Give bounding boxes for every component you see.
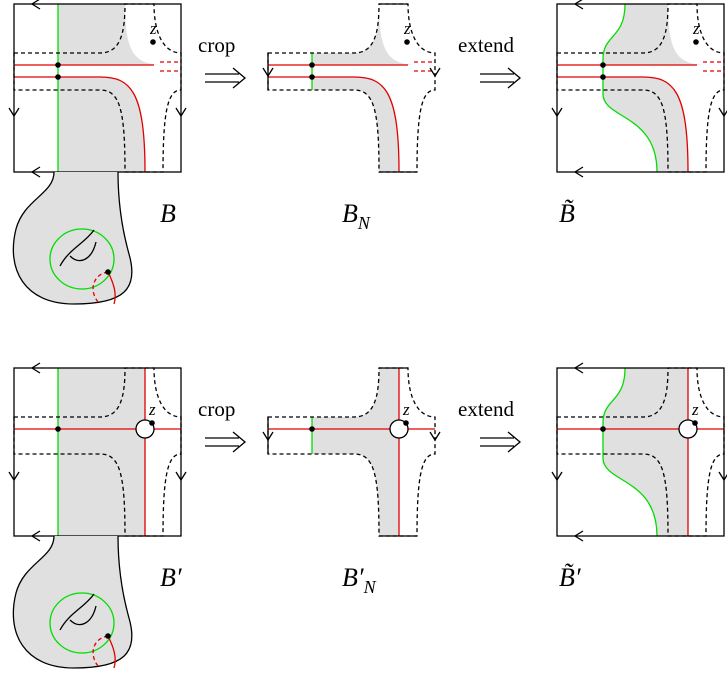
surface bbox=[13, 172, 132, 304]
point bbox=[692, 420, 698, 426]
gray-region bbox=[58, 4, 165, 65]
point bbox=[309, 426, 315, 432]
panel-label: B̃ bbox=[559, 199, 575, 228]
tube bbox=[13, 536, 132, 668]
surface bbox=[13, 536, 132, 668]
point bbox=[693, 39, 699, 45]
point bbox=[600, 62, 606, 68]
panel-label: B′ bbox=[160, 563, 182, 592]
panel: z B′ bbox=[9, 363, 186, 668]
operation-label: crop bbox=[198, 397, 235, 421]
point bbox=[403, 420, 409, 426]
panel-content bbox=[14, 368, 181, 536]
point bbox=[149, 420, 155, 426]
gray-region bbox=[58, 368, 145, 536]
gray-region bbox=[603, 368, 688, 536]
panel: z BN bbox=[263, 4, 440, 233]
panel: z B̃ bbox=[552, 0, 727, 228]
edge-arrow bbox=[719, 472, 727, 480]
gray-region bbox=[312, 368, 399, 536]
panel-label: B̃′ bbox=[559, 563, 581, 592]
label-main: B′ bbox=[160, 563, 182, 592]
point bbox=[105, 633, 111, 639]
basepoint-label: z bbox=[691, 400, 699, 419]
point bbox=[600, 74, 606, 80]
point bbox=[404, 39, 410, 45]
panel-content bbox=[268, 368, 435, 536]
point bbox=[150, 39, 156, 45]
label-subscript: N bbox=[357, 213, 371, 233]
operation-label: crop bbox=[198, 33, 235, 57]
panel-label: B′N bbox=[342, 563, 377, 597]
edge-arrow bbox=[719, 108, 727, 116]
point bbox=[309, 74, 315, 80]
tube bbox=[13, 172, 132, 304]
label-subscript: N bbox=[363, 577, 377, 597]
label-main: B bbox=[160, 199, 176, 228]
panel-label: BN bbox=[342, 199, 371, 233]
point bbox=[55, 74, 61, 80]
point bbox=[55, 426, 61, 432]
operation-label: extend bbox=[458, 397, 514, 421]
figure: zBzBNzB̃cropextendzB′zB′NzB̃′cropextend bbox=[0, 0, 727, 677]
basepoint-label: z bbox=[149, 19, 157, 38]
implies-arrow bbox=[205, 432, 245, 452]
implies-arrow bbox=[205, 68, 245, 88]
panel-content bbox=[557, 368, 724, 536]
implies-arrow bbox=[480, 432, 520, 452]
red-dashed bbox=[160, 62, 181, 71]
panel-label: B bbox=[160, 199, 176, 228]
panel: z B′N bbox=[263, 368, 440, 597]
operation-label: extend bbox=[458, 33, 514, 57]
point bbox=[600, 426, 606, 432]
red-dashed bbox=[703, 62, 724, 71]
point bbox=[309, 62, 315, 68]
label-main: B bbox=[342, 199, 358, 228]
label-main: B̃ bbox=[559, 199, 575, 228]
panel: zB bbox=[9, 0, 186, 304]
basepoint-label: z bbox=[692, 19, 700, 38]
panel: z B̃′ bbox=[552, 363, 727, 592]
point bbox=[55, 62, 61, 68]
point bbox=[105, 269, 111, 275]
basepoint-label: z bbox=[148, 400, 156, 419]
basepoint-label: z bbox=[403, 19, 411, 38]
label-main: B′ bbox=[342, 563, 364, 592]
basepoint-label: z bbox=[402, 400, 410, 419]
label-main: B̃′ bbox=[559, 563, 581, 592]
implies-arrow bbox=[480, 68, 520, 88]
